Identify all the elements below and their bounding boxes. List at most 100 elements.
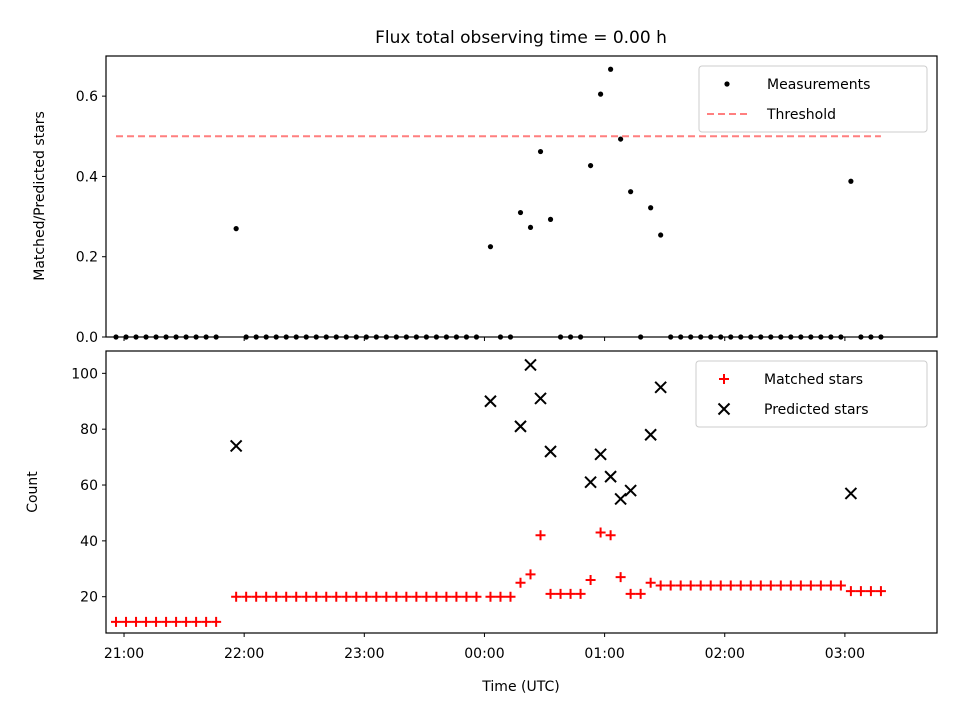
bottom-panel: Count Time (UTC) 20 40 60 80 100 21:00 22:00 23…: [25, 350, 938, 695]
x-tick-label: 03:00: [825, 646, 865, 662]
matched-star-point: [171, 616, 182, 627]
y-tick-label: 40: [80, 534, 98, 550]
bottom-axis-ticks: 20 40 60 80 100 21:00 22:00 23:00 00:00 01:00 02:0…: [71, 366, 865, 662]
matched-star-point: [441, 591, 452, 602]
legend-label: Predicted stars: [764, 402, 869, 418]
matched-star-point: [705, 580, 716, 591]
x-tick-label: 01:00: [584, 646, 624, 662]
matched-star-point: [151, 616, 162, 627]
matched-star-point: [495, 591, 506, 602]
measurement-point: [648, 205, 654, 211]
matched-star-point: [855, 586, 866, 597]
matched-star-point: [331, 591, 342, 602]
matched-star-point: [301, 591, 312, 602]
legend-label: Threshold: [766, 107, 836, 123]
matched-star-point: [351, 591, 362, 602]
matched-star-point: [635, 588, 646, 599]
matched-star-point: [575, 588, 586, 599]
measurement-point: [848, 178, 854, 184]
matched-star-point: [505, 591, 516, 602]
predicted-star-point: [524, 358, 537, 372]
predicted-star-point: [484, 395, 497, 408]
matched-star-point: [281, 591, 292, 602]
matched-star-point: [545, 588, 556, 599]
matched-star-point: [605, 530, 616, 541]
predicted-star-point: [544, 445, 557, 458]
matched-star-point: [685, 580, 696, 591]
matched-star-point: [615, 572, 626, 583]
matched-star-point: [565, 588, 576, 599]
matched-star-point: [745, 580, 756, 591]
bottom-plot-frame: [105, 350, 938, 634]
matched-star-point: [785, 580, 796, 591]
matched-star-point: [361, 591, 372, 602]
predicted-star-point: [844, 487, 858, 500]
matched-star-point: [845, 586, 856, 597]
x-tick-label: 23:00: [344, 646, 384, 662]
matched-star-point: [655, 580, 666, 591]
predicted-star-point: [644, 428, 657, 441]
matched-star-point: [391, 591, 402, 602]
predicted-star-point: [604, 470, 617, 483]
matched-star-point: [735, 580, 746, 591]
predicted-star-point: [514, 420, 527, 433]
y-tick-label: 0.2: [76, 250, 98, 266]
matched-star-point: [161, 616, 172, 627]
measurement-point: [608, 66, 614, 72]
measurement-point: [628, 189, 634, 195]
matched-star-point: [131, 616, 142, 627]
matched-star-point: [535, 530, 546, 541]
matched-star-point: [471, 591, 482, 602]
y-tick-label: 80: [80, 422, 98, 438]
matched-star-point: [695, 580, 706, 591]
predicted-star-point: [654, 381, 667, 394]
matched-star-point: [625, 588, 636, 599]
legend-x-marker: [717, 402, 731, 416]
matched-star-point: [191, 616, 202, 627]
legend-label: Matched stars: [764, 372, 863, 388]
matched-star-point: [181, 616, 192, 627]
predicted-star-point: [584, 476, 597, 489]
y-tick-label: 100: [71, 366, 98, 382]
matched-star-point: [111, 616, 122, 627]
x-tick-label: 00:00: [464, 646, 504, 662]
legend-box: [698, 65, 928, 133]
top-axis-ticks: 0.0 0.2 0.4 0.6: [76, 89, 846, 346]
matched-star-point: [141, 616, 152, 627]
measurement-point: [517, 209, 524, 216]
matched-star-point: [121, 616, 132, 627]
predicted-star-point: [624, 484, 637, 497]
matched-star-point: [411, 591, 422, 602]
predicted-star-point: [594, 448, 607, 461]
measurement-point: [547, 216, 554, 222]
matched-star-point: [765, 580, 776, 591]
matched-star-point: [835, 580, 846, 591]
measurement-point: [233, 226, 239, 232]
y-tick-label: 60: [80, 478, 98, 494]
legend-box: [695, 360, 928, 428]
matched-star-point: [675, 580, 686, 591]
predicted-star-point: [614, 492, 627, 506]
matched-star-point: [321, 591, 332, 602]
matched-star-point: [595, 527, 606, 538]
measurement-point: [597, 91, 604, 97]
matched-star-point: [241, 591, 252, 602]
y-tick-label: 0.6: [76, 89, 98, 105]
x-tick-label: 21:00: [104, 646, 144, 662]
measurement-point: [618, 136, 624, 142]
legend-dot-marker: [724, 81, 730, 87]
measurement-point: [658, 232, 664, 238]
matched-star-point: [401, 591, 412, 602]
matched-star-point: [875, 586, 886, 597]
predicted-star-point: [229, 439, 243, 453]
matched-star-point: [341, 591, 352, 602]
matched-star-point: [431, 591, 442, 602]
matched-star-point: [665, 580, 676, 591]
matched-star-point: [485, 591, 496, 602]
matched-star-point: [585, 574, 596, 585]
y-tick-label: 0.0: [76, 330, 98, 346]
matched-star-point: [291, 591, 302, 602]
y-tick-label: 0.4: [76, 169, 98, 185]
matched-star-point: [231, 591, 242, 602]
